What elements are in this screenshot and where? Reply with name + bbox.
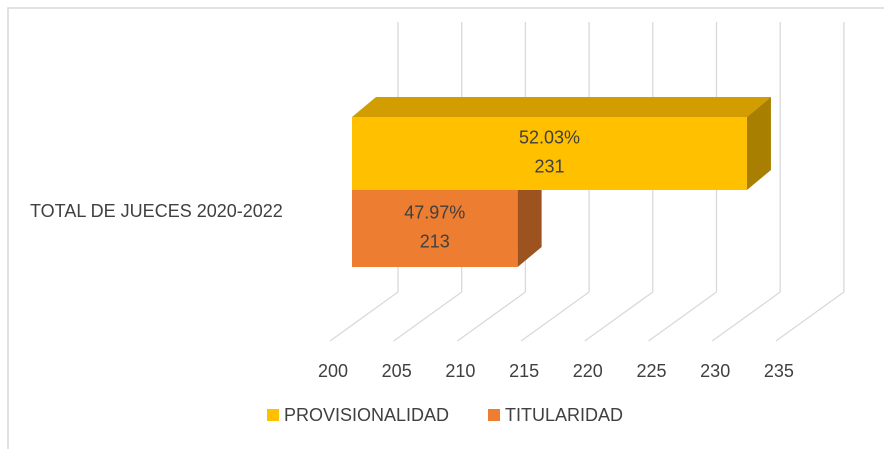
data-label: 213	[420, 231, 450, 251]
floor-grid-line	[648, 291, 717, 342]
y-tick-label: TOTAL DE JUECES 2020-2022	[30, 201, 283, 221]
floor-grid-line	[584, 291, 654, 342]
floor-grid-line	[329, 291, 399, 342]
bar-side	[517, 170, 542, 267]
bar	[352, 117, 747, 190]
x-tick-label: 200	[318, 361, 348, 381]
floor-grid-line	[711, 291, 781, 342]
floor-grid-line	[775, 291, 845, 342]
floor-grid-line	[520, 291, 590, 342]
bar	[352, 190, 518, 267]
bar-top	[352, 97, 771, 117]
x-tick-label: 225	[636, 361, 666, 381]
x-tick-label: 215	[509, 361, 539, 381]
bar-side	[746, 97, 771, 190]
legend-label: TITULARIDAD	[505, 405, 623, 425]
x-tick-label: 230	[700, 361, 730, 381]
legend-swatch	[488, 409, 500, 421]
chart-frame	[7, 7, 884, 449]
legend-label: PROVISIONALIDAD	[284, 405, 449, 425]
x-tick-label: 205	[382, 361, 412, 381]
data-label: 231	[534, 156, 564, 176]
x-tick-label: 220	[573, 361, 603, 381]
x-tick-label: 235	[764, 361, 794, 381]
legend-swatch	[267, 409, 279, 421]
data-label-percent: 52.03%	[519, 127, 580, 147]
x-tick-label: 210	[445, 361, 475, 381]
floor-grid-line	[393, 291, 463, 342]
floor-grid-line	[457, 291, 526, 342]
data-label-percent: 47.97%	[404, 202, 465, 222]
